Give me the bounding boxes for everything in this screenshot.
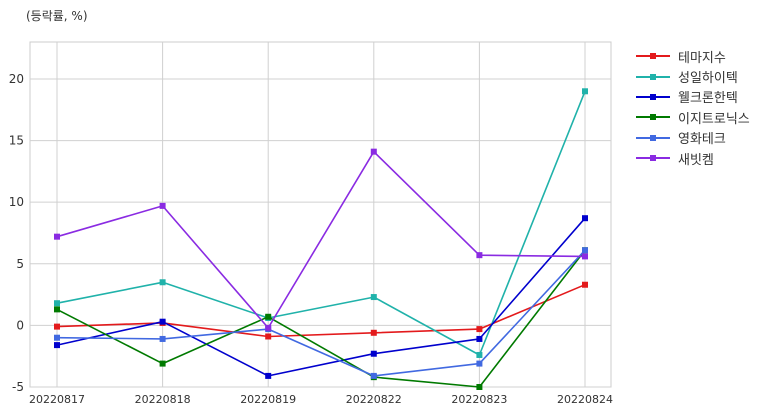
legend-item-4: 이지트로닉스	[636, 107, 750, 127]
series-line-3	[56, 217, 586, 377]
data-point	[159, 360, 166, 367]
legend-swatch	[636, 91, 670, 103]
data-point	[159, 279, 166, 286]
legend-item-2: 성일하이텍	[636, 66, 750, 86]
series-line-4	[56, 249, 586, 388]
data-point	[159, 335, 166, 342]
data-point	[582, 247, 588, 254]
x-tick-label: 20220822	[346, 393, 402, 406]
y-tick-label: 5	[16, 257, 24, 271]
legend-swatch	[636, 152, 670, 164]
series-line-5	[56, 249, 586, 377]
legend-label: 영화테크	[678, 132, 726, 148]
y-tick-label: 10	[9, 195, 24, 209]
y-tick-label: 15	[9, 134, 24, 148]
data-point	[54, 233, 60, 240]
data-point	[582, 215, 588, 222]
data-point	[54, 323, 60, 330]
legend-item-6: 새빗켐	[636, 148, 750, 168]
data-point	[476, 360, 483, 367]
legend-label: 이지트로닉스	[678, 111, 750, 127]
data-point	[476, 326, 483, 333]
series-line-6	[56, 150, 586, 329]
data-point	[370, 294, 377, 301]
legend-label: 웰크론한텍	[678, 91, 738, 107]
legend-marker	[650, 155, 656, 162]
x-tick-label: 20220817	[29, 393, 85, 406]
data-point	[476, 351, 483, 358]
legend-label: 테마지수	[678, 50, 726, 66]
legend-swatch	[636, 132, 670, 144]
series-line-2	[56, 91, 586, 356]
series-line-1	[56, 283, 586, 338]
data-point	[582, 88, 588, 95]
data-point	[54, 300, 60, 307]
data-point	[476, 252, 483, 259]
data-point	[370, 148, 377, 155]
legend-swatch	[636, 71, 670, 83]
y-tick-label: 0	[16, 318, 24, 332]
data-point	[159, 318, 166, 325]
legend-label: 새빗켐	[678, 152, 714, 168]
data-point	[54, 306, 60, 313]
unit-label: (등락률, %)	[26, 9, 88, 23]
legend-item-5: 영화테크	[636, 128, 750, 148]
data-point	[582, 253, 588, 260]
y-tick-label: 20	[9, 72, 24, 86]
legend-swatch	[636, 111, 670, 123]
legend-item-3: 웰크론한텍	[636, 87, 750, 107]
data-point	[370, 372, 377, 379]
legend-label: 성일하이텍	[678, 71, 738, 87]
data-point	[265, 324, 272, 331]
data-point	[54, 342, 60, 349]
legend-marker	[650, 114, 656, 121]
legend-marker	[650, 73, 656, 80]
data-point	[370, 350, 377, 357]
data-point	[476, 384, 483, 390]
legend-swatch	[636, 50, 670, 62]
data-point	[370, 329, 377, 336]
data-point	[265, 333, 272, 340]
data-point	[159, 202, 166, 209]
legend-marker	[650, 53, 656, 60]
x-tick-label: 20220824	[557, 393, 613, 406]
data-point	[265, 372, 272, 379]
legend-marker	[650, 134, 656, 141]
data-point	[265, 313, 272, 320]
x-tick-label: 20220819	[240, 393, 296, 406]
x-tick-label: 20220823	[451, 393, 507, 406]
legend-marker	[650, 93, 656, 100]
data-point	[582, 281, 588, 288]
data-point	[54, 334, 60, 341]
x-tick-label: 20220818	[135, 393, 191, 406]
y-tick-label: -5	[12, 380, 24, 394]
legend-item-1: 테마지수	[636, 46, 750, 66]
data-point	[476, 335, 483, 342]
